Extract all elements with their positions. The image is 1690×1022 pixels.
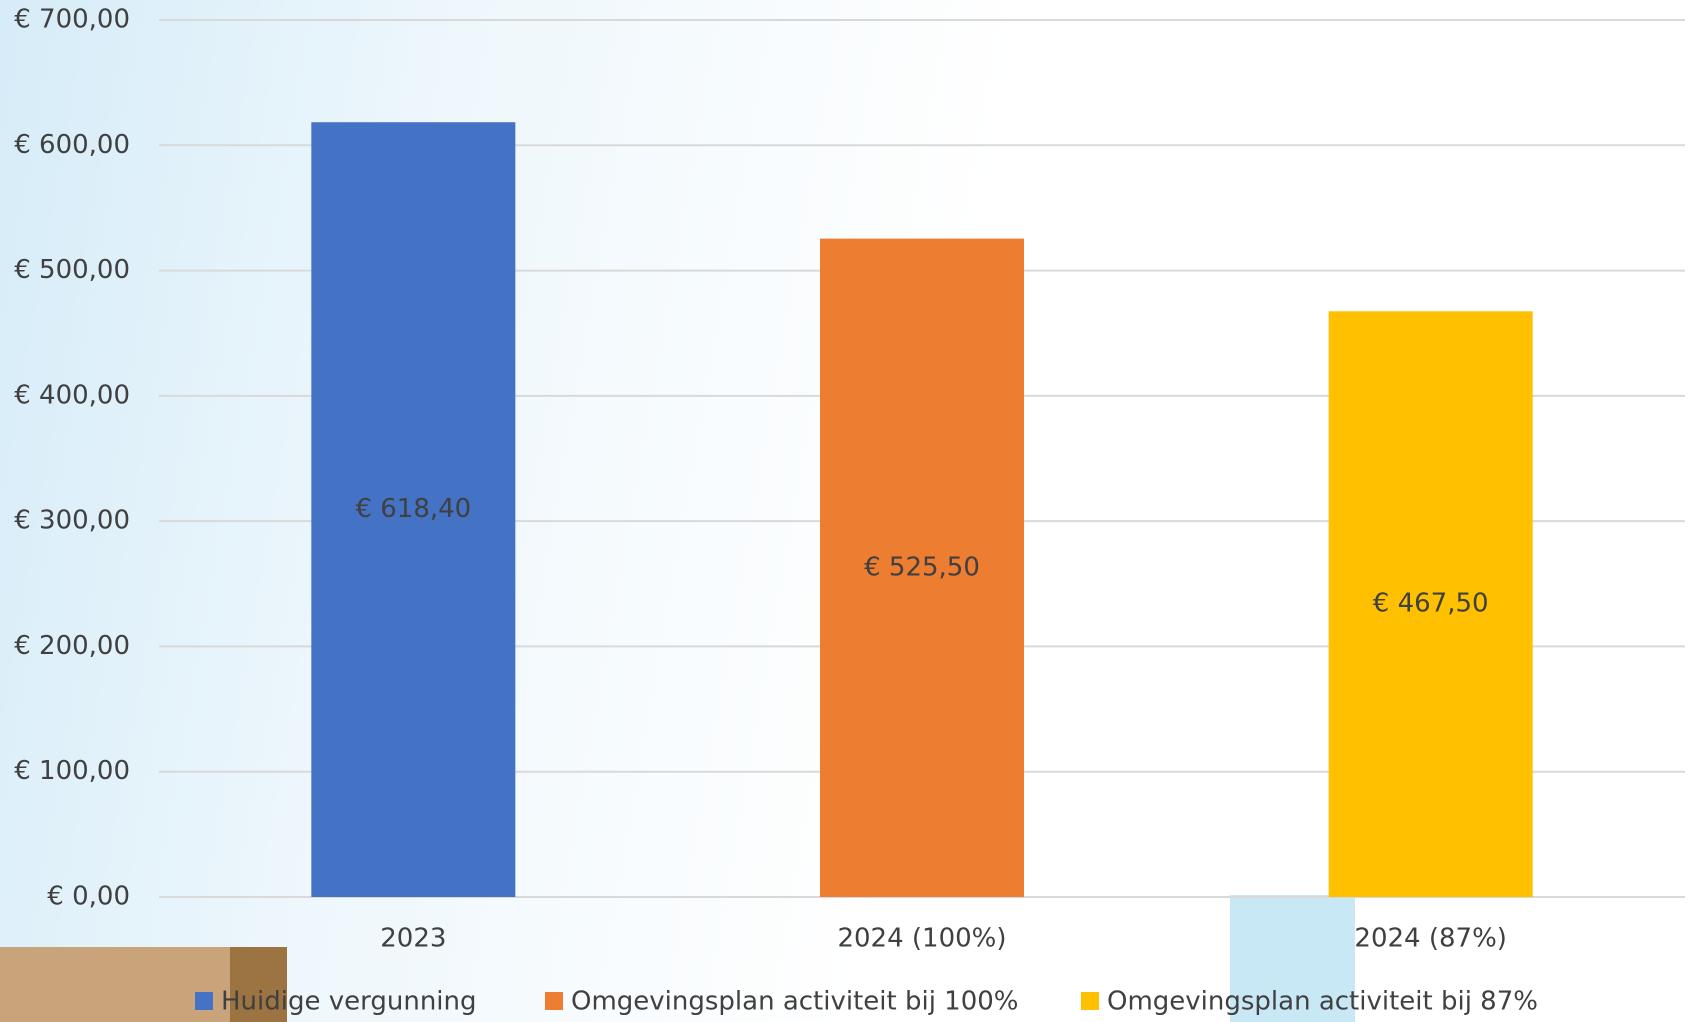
y-tick-label: € 400,00 [14,380,130,410]
x-tick-label: 2024 (87%) [1354,924,1507,954]
legend-swatch [195,992,213,1010]
legend-label: Omgevingsplan activiteit bij 100% [571,987,1019,1017]
y-tick-label: € 600,00 [14,130,130,160]
data-label: € 618,40 [355,494,471,524]
legend-swatch [1081,992,1099,1010]
legend-label: Omgevingsplan activiteit bij 87% [1107,987,1538,1017]
bar [1328,311,1533,897]
y-tick-label: € 700,00 [14,5,130,35]
legend-label: Huidige vergunning [221,987,477,1017]
legend-swatch [545,992,563,1010]
data-label: € 525,50 [864,552,980,582]
data-label: € 467,50 [1373,589,1489,619]
y-tick-label: € 100,00 [14,756,130,786]
bar [820,238,1024,898]
x-tick-label: 2024 (100%) [837,924,1006,954]
bar [311,122,516,897]
decoration [1230,895,1355,1022]
decoration [230,947,287,1022]
y-tick-label: € 300,00 [14,506,130,536]
y-tick-label: € 200,00 [14,631,130,661]
y-tick-label: € 0,00 [47,882,130,912]
x-tick-label: 2023 [380,924,446,954]
y-tick-label: € 500,00 [14,255,130,285]
